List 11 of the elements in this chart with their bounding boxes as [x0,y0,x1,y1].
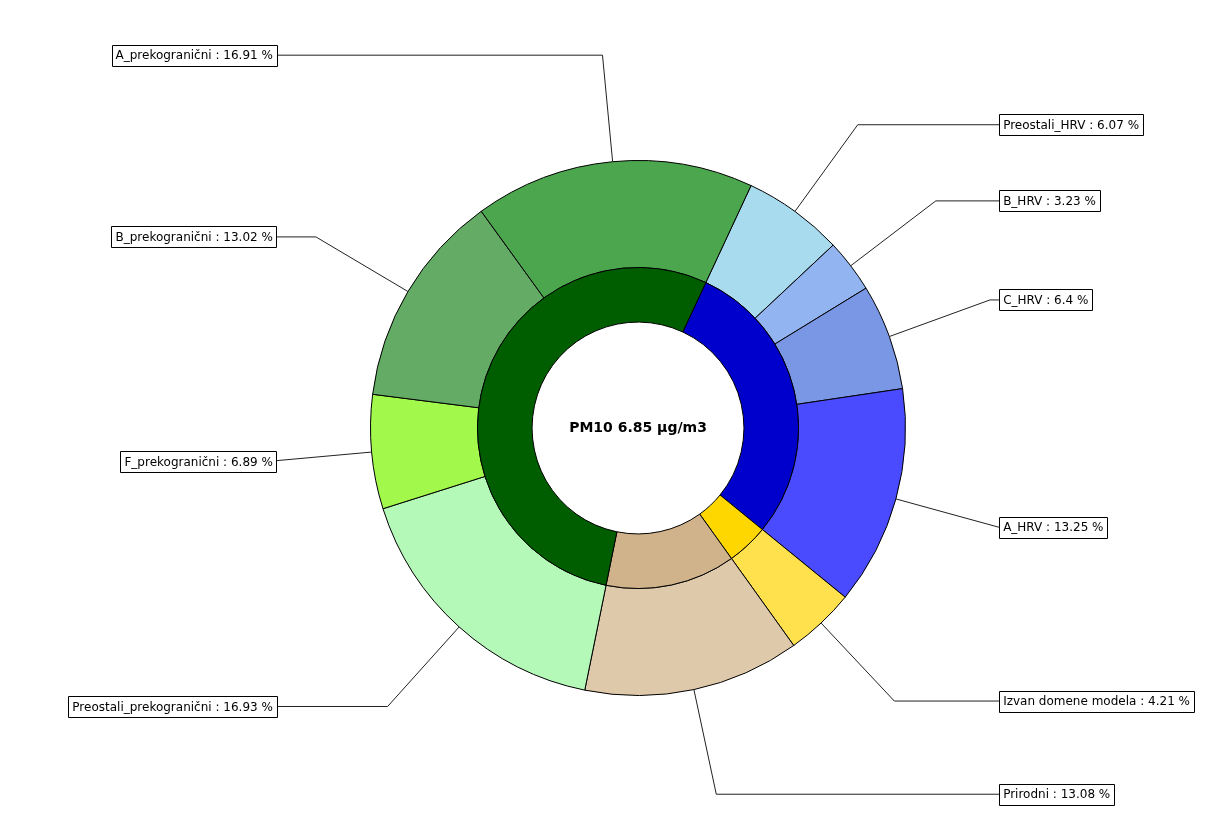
slice-label: Preostali_prekogranični : 16.93 % [72,699,273,714]
slice-label: A_prekogranični : 16.91 % [115,48,273,63]
slice-label: F_prekogranični : 6.89 % [124,454,273,469]
text: PM10 6.85 µg/m3 [569,418,707,435]
slice-label: Izvan domene modela : 4.21 % [1003,694,1190,709]
slice-label: B_HRV : 3.23 % [1003,194,1096,209]
slice-label: Preostali_HRV : 6.07 % [1003,117,1140,132]
slice-label: C_HRV : 6.4 % [1003,293,1089,308]
slice-label: B_prekogranični : 13.02 % [115,230,273,245]
slice-label: A_HRV : 13.25 % [1003,520,1104,535]
slice-label: Prirodni : 13.08 % [1003,787,1111,802]
